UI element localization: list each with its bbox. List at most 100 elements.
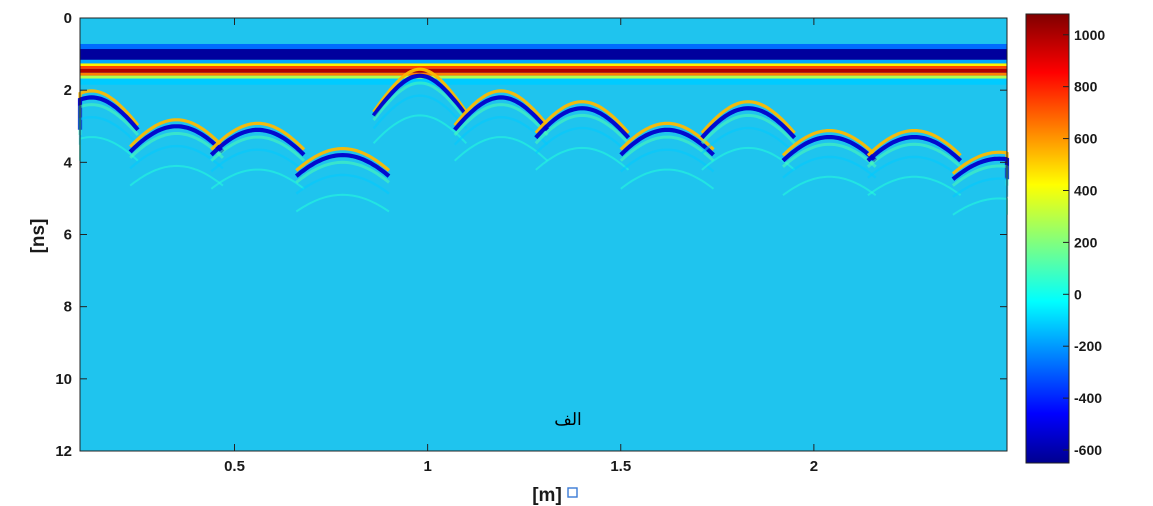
x-tick-label-0: 0.5 [224, 458, 245, 475]
hyperbola-7-layer-2 [619, 135, 715, 162]
hyperbola-5-layer-4 [454, 136, 549, 162]
hyperbola-2-layer-1 [209, 127, 306, 157]
hyperbola-7-layer-0 [619, 121, 715, 151]
hyperbola-8-layer-0 [700, 100, 796, 134]
hyperbola-1-layer-1 [128, 124, 225, 154]
colorbar-tick-label-6: 600 [1074, 131, 1098, 147]
x-axis-ticks: 0.5 1 1.5 2 [224, 18, 818, 475]
plot-annotation: الف [554, 410, 582, 429]
direct-wave-band-3 [80, 63, 1007, 66]
colorbar-tick-label-0: -600 [1074, 442, 1102, 458]
hyperbola-4 [371, 67, 468, 144]
y-tick-label-4: 8 [64, 299, 72, 316]
hyperbola-9-layer-3 [782, 155, 877, 179]
x-tick-label-1: 1 [423, 458, 431, 475]
direct-wave-band-2 [80, 59, 1007, 64]
small-square-icon [567, 487, 578, 498]
hyperbola-10 [866, 129, 963, 197]
hyperbola-1-layer-0 [129, 118, 225, 148]
hyperbola-8-layer-3 [701, 126, 796, 155]
hyperbola-6-layer-4 [535, 146, 630, 171]
hyperbola-2-layer-3 [210, 148, 305, 173]
direct-wave-band-7 [80, 75, 1007, 79]
y-tick-label-6: 12 [55, 443, 72, 460]
colorbar-tick-label-1: -400 [1074, 390, 1102, 406]
hyperbola-8-layer-4 [701, 146, 796, 171]
radargram-marks [77, 43, 1010, 216]
hyperbola-5-layer-3 [453, 115, 549, 146]
hyperbola-4-layer-0 [372, 67, 468, 113]
y-axis-label: [ns] [28, 219, 49, 254]
hyperbola-6 [534, 100, 631, 171]
hyperbola-5-layer-0 [453, 89, 549, 127]
hyperbola-8-layer-1 [700, 106, 797, 140]
hyperbola-2-layer-2 [210, 135, 306, 162]
hyperbola-10-layer-0 [866, 129, 962, 157]
hyperbola-2-layer-4 [210, 168, 305, 190]
hyperbola-3-layer-2 [295, 160, 390, 184]
colorbar-tick-label-7: 800 [1074, 79, 1098, 95]
hyperbola-8-layer-2 [700, 113, 796, 145]
hyperbola-3-layer-4 [295, 193, 390, 213]
direct-wave-band-8 [80, 78, 1007, 85]
colorbar [1025, 13, 1070, 464]
hyperbola-3-layer-1 [294, 152, 391, 178]
hyperbola-1-layer-4 [129, 164, 224, 187]
hyperbola-7-layer-4 [620, 168, 715, 190]
hyperbola-1-layer-2 [129, 132, 224, 159]
hyperbola-5-layer-2 [453, 103, 549, 137]
x-tick-label-2: 1.5 [610, 458, 631, 475]
y-axis-ticks: 0 2 4 6 8 10 12 [55, 10, 1007, 460]
colorbar-tick-label-5: 400 [1074, 182, 1098, 198]
hyperbola-3-layer-0 [295, 146, 391, 172]
y-tick-label-1: 2 [64, 82, 72, 99]
direct-wave-band-1 [80, 49, 1007, 60]
colorbar-tick-label-4: 200 [1074, 234, 1098, 250]
direct-wave-band-6 [80, 72, 1007, 76]
hyperbola-5 [453, 89, 549, 162]
hyperbola-1-layer-3 [129, 144, 224, 170]
hyperbola-2-layer-0 [210, 121, 306, 151]
hyperbola-8 [700, 100, 797, 171]
y-tick-label-3: 6 [64, 227, 72, 244]
hyperbola-10-layer-3 [867, 155, 962, 179]
hyperbola-10-layer-1 [866, 135, 963, 163]
hyperbola-6-layer-2 [534, 113, 630, 145]
hyperbola-7-layer-1 [619, 127, 715, 157]
direct-wave-band-0 [80, 43, 1007, 50]
x-tick-label-3: 2 [810, 458, 818, 475]
hyperbola-6-layer-0 [534, 100, 630, 134]
hyperbola-10-layer-4 [867, 175, 962, 197]
hyperbola-9-layer-2 [782, 142, 877, 168]
y-tick-label-5: 10 [55, 371, 72, 388]
hyperbola-9 [781, 129, 878, 197]
hyperbola-3-layer-3 [295, 173, 390, 195]
hyperbola-7-layer-3 [620, 148, 715, 173]
hyperbola-9-layer-4 [782, 175, 877, 197]
hyperbola-9-layer-1 [781, 135, 878, 163]
hyperbola-9-layer-0 [781, 129, 877, 157]
hyperbola-3 [294, 146, 391, 213]
hyperbola-2 [209, 121, 306, 190]
hyperbola-5-layer-1 [453, 95, 549, 132]
plot-area [77, 17, 1010, 452]
hyperbola-7 [619, 121, 715, 190]
y-tick-label-0: 0 [64, 10, 72, 27]
colorbar-tick-label-8: 1000 [1074, 27, 1105, 43]
plot-background [80, 18, 1007, 451]
hyperbola-4-layer-3 [372, 94, 468, 130]
colorbar-ticks: -600 -400 -200 0 200 400 600 800 1000 [1063, 27, 1105, 458]
hyperbola-6-layer-3 [534, 126, 630, 155]
hyperbola-4-layer-4 [372, 114, 468, 144]
hyperbola-4-layer-2 [372, 81, 468, 122]
colorbar-tick-label-2: -200 [1074, 338, 1102, 354]
direct-wave-band-5 [80, 68, 1007, 73]
hyperbola-4-layer-1 [371, 73, 468, 117]
hyperbola-6-layer-1 [534, 106, 631, 140]
x-axis-label: [m] [532, 485, 562, 506]
hyperbola-10-layer-2 [866, 142, 962, 168]
direct-wave-band-4 [80, 65, 1007, 69]
hyperbola-1 [128, 118, 225, 187]
y-tick-label-2: 4 [64, 154, 73, 171]
